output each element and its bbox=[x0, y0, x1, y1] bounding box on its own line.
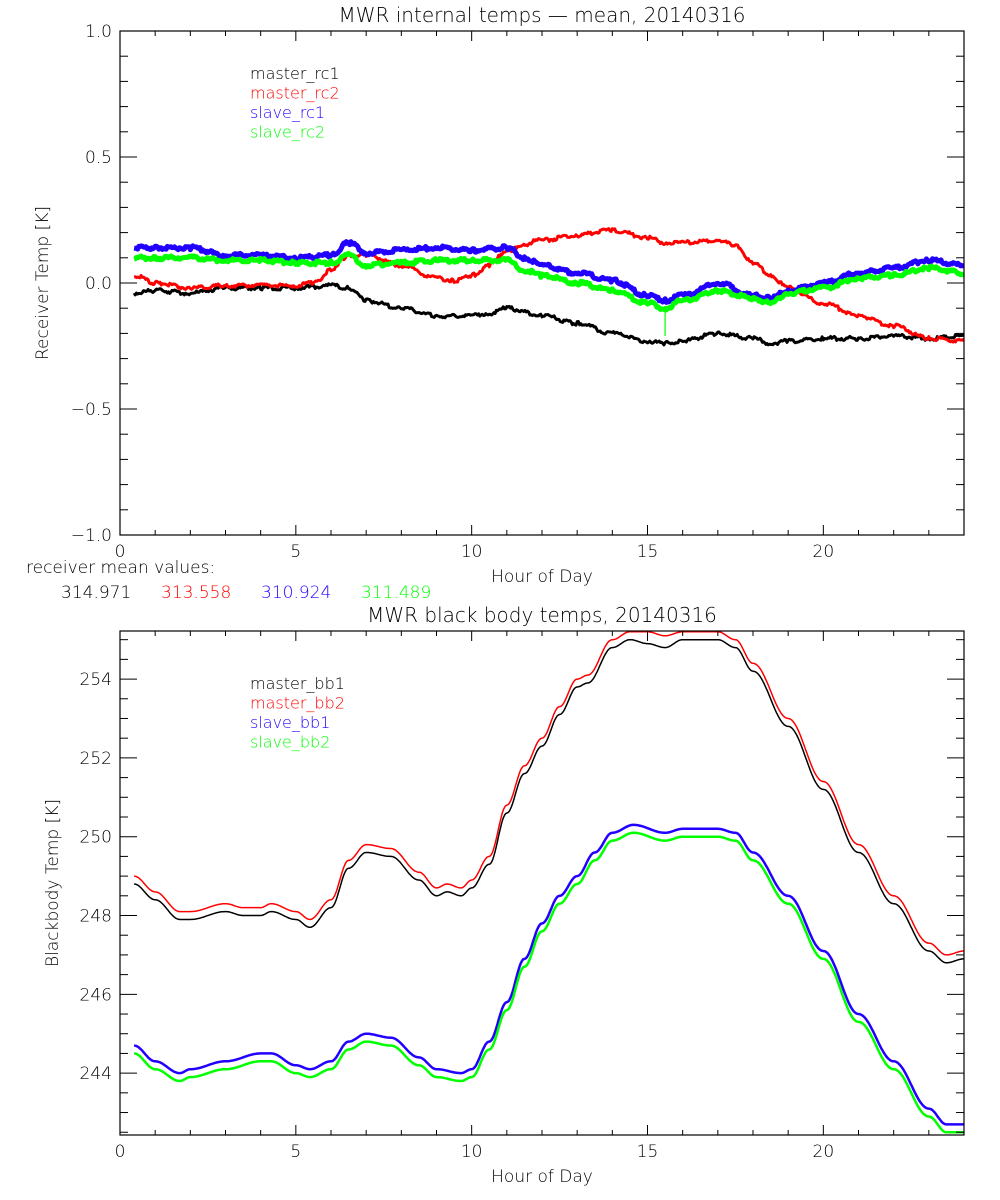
series-line-slave-bb2 bbox=[133, 831, 964, 1134]
series-line-master-rc1 bbox=[132, 282, 964, 347]
receiver-mean-values: receiver mean values: 314.971 313.558 31… bbox=[26, 558, 431, 603]
series-line-master-bb1 bbox=[134, 638, 964, 964]
legend-item-slave-rc2: slave_rc2 bbox=[250, 123, 325, 142]
x-tick-label: 15 bbox=[637, 542, 659, 562]
y-tick-label: 1.0 bbox=[85, 22, 112, 42]
receiver-temp-panel: MWR internal temps — mean, 20140316 0 5 10… bbox=[33, 3, 965, 587]
legend-item-slave-bb1: slave_bb1 bbox=[250, 713, 330, 732]
x-tick-label: 20 bbox=[813, 542, 835, 562]
legend-item-master-rc2: master_rc2 bbox=[250, 84, 340, 103]
y-axis-label: Blackbody Temp [K] bbox=[43, 799, 63, 967]
x-tick-label: 5 bbox=[290, 1142, 301, 1162]
y-tick-label: 250 bbox=[80, 828, 112, 848]
plot-area: 0 5 10 15 20 −1.0 −0.5 0.0 0.5 1.0 master_rc1maste… bbox=[71, 22, 965, 562]
blackbody-temp-panel: MWR black body temps, 20140316 0 5 10 15 20 2… bbox=[43, 603, 965, 1187]
series-group bbox=[133, 631, 964, 1134]
y-tick-label: 0.5 bbox=[85, 148, 112, 168]
legend-item-master-rc1: master_rc1 bbox=[250, 64, 340, 83]
receiver-mean-value-master-rc2: 313.558 bbox=[161, 583, 231, 603]
y-tick-label: 252 bbox=[80, 749, 112, 769]
x-axis-label: Hour of Day bbox=[491, 567, 593, 587]
legend-item-slave-rc1: slave_rc1 bbox=[250, 103, 325, 122]
series-line-slave-rc1 bbox=[132, 239, 964, 305]
x-tick-label: 20 bbox=[813, 1142, 835, 1162]
receiver-mean-value-slave-rc2: 311.489 bbox=[361, 583, 431, 603]
series-line-master-rc2 bbox=[133, 227, 964, 344]
plot-area: 0 5 10 15 20 244 246 248 250 252 254 master_bb1mast… bbox=[80, 630, 965, 1162]
y-axis-label: Receiver Temp [K] bbox=[33, 206, 53, 360]
series-line-slave-rc2 bbox=[132, 250, 964, 313]
legend-item-master-bb2: master_bb2 bbox=[250, 694, 345, 713]
x-tick-label: 0 bbox=[115, 1142, 126, 1162]
y-tick-label: −0.5 bbox=[71, 400, 112, 420]
y-tick-label: 248 bbox=[80, 907, 112, 927]
receiver-mean-label: receiver mean values: bbox=[26, 558, 215, 578]
x-axis-label: Hour of Day bbox=[491, 1167, 593, 1187]
chart-title: MWR black body temps, 20140316 bbox=[367, 603, 717, 627]
legend-item-slave-bb2: slave_bb2 bbox=[250, 733, 330, 752]
x-tick-label: 5 bbox=[290, 542, 301, 562]
x-tick-label: 10 bbox=[461, 1142, 483, 1162]
plot-frame bbox=[119, 630, 965, 1136]
y-tick-label: 244 bbox=[80, 1064, 112, 1084]
x-tick-label: 10 bbox=[461, 542, 483, 562]
chart-title: MWR internal temps — mean, 20140316 bbox=[338, 3, 745, 27]
y-tick-label: 246 bbox=[80, 985, 112, 1005]
y-tick-label: 254 bbox=[80, 670, 112, 690]
receiver-mean-value-slave-rc1: 310.924 bbox=[261, 583, 331, 603]
y-tick-label: 0.0 bbox=[85, 274, 112, 294]
series-line-slave-bb1 bbox=[133, 823, 964, 1126]
series-group bbox=[132, 227, 964, 347]
x-tick-label: 0 bbox=[115, 542, 126, 562]
y-tick-label: −1.0 bbox=[71, 526, 112, 546]
receiver-mean-value-master-rc1: 314.971 bbox=[61, 583, 131, 603]
series-line-master-bb2 bbox=[134, 631, 964, 956]
x-tick-label: 15 bbox=[637, 1142, 659, 1162]
legend-item-master-bb1: master_bb1 bbox=[250, 674, 345, 693]
